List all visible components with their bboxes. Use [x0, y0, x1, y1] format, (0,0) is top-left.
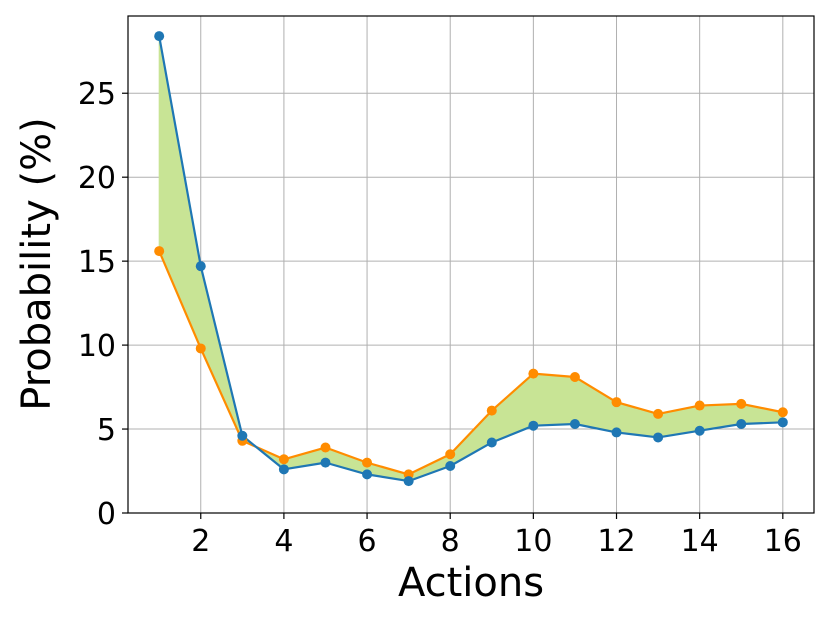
- series-2-point: [445, 449, 456, 460]
- x-tick-label: 2: [191, 524, 210, 559]
- x-axis-ticks: 2 4 6 8 10 12 14 16: [191, 513, 802, 559]
- series-1-point: [777, 417, 788, 428]
- y-axis-ticks: 0 5 10 15 20 25: [78, 77, 128, 532]
- y-tick-label: 20: [78, 161, 116, 196]
- fill-between-area: [158, 36, 784, 482]
- y-tick-label: 5: [97, 413, 116, 448]
- series-2-point: [736, 398, 747, 409]
- series-2-point: [694, 400, 705, 411]
- x-tick-label: 6: [358, 524, 377, 559]
- series-1-point: [569, 419, 580, 430]
- series-1-point: [320, 457, 331, 468]
- series-1-point: [736, 419, 747, 430]
- series-2-point: [154, 246, 165, 257]
- series-1-point: [278, 464, 289, 475]
- grid: [128, 16, 814, 514]
- x-tick-label: 10: [514, 524, 552, 559]
- series-1-point: [362, 469, 373, 480]
- series-points: [154, 31, 788, 487]
- series-2-point: [362, 457, 373, 468]
- x-tick-label: 8: [441, 524, 460, 559]
- series-2-point: [653, 408, 664, 419]
- y-tick-label: 15: [78, 245, 116, 280]
- x-tick-label: 4: [274, 524, 293, 559]
- series-2-point: [486, 405, 497, 416]
- series-2-line: [158, 250, 784, 476]
- y-tick-label: 25: [78, 77, 116, 112]
- series-1-point: [486, 437, 497, 448]
- series-1-point: [154, 31, 165, 42]
- series-1-point: [611, 427, 622, 438]
- series-1-line: [158, 35, 783, 483]
- y-axis-label: Probability (%): [14, 117, 60, 410]
- series-1-point: [195, 261, 206, 272]
- x-tick-label: 16: [764, 524, 802, 559]
- series-1-point: [403, 476, 414, 487]
- x-tick-label: 14: [681, 524, 719, 559]
- series-2-point: [195, 343, 206, 354]
- series-lines: [158, 35, 784, 483]
- series-2-point: [569, 371, 580, 382]
- series-2-point: [278, 454, 289, 465]
- y-tick-label: 10: [78, 329, 116, 364]
- series-2-point: [777, 407, 788, 418]
- series-2-point: [528, 368, 539, 379]
- x-axis-label: Actions: [398, 560, 544, 606]
- y-tick-label: 0: [97, 497, 116, 532]
- x-tick-label: 12: [597, 524, 635, 559]
- series-1-point: [237, 430, 248, 441]
- fill-area: [158, 36, 784, 482]
- series-1-point: [445, 460, 456, 471]
- plot-frame: [127, 15, 815, 514]
- series-2-point: [611, 397, 622, 408]
- series-1-point: [694, 425, 705, 436]
- series-1-point: [528, 420, 539, 431]
- series-2-point: [320, 442, 331, 453]
- series-1-point: [653, 432, 664, 443]
